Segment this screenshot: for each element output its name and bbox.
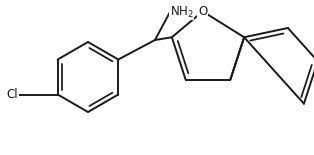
Text: O: O — [198, 5, 207, 18]
Text: NH$_2$: NH$_2$ — [170, 4, 194, 20]
Text: Cl: Cl — [6, 88, 18, 101]
